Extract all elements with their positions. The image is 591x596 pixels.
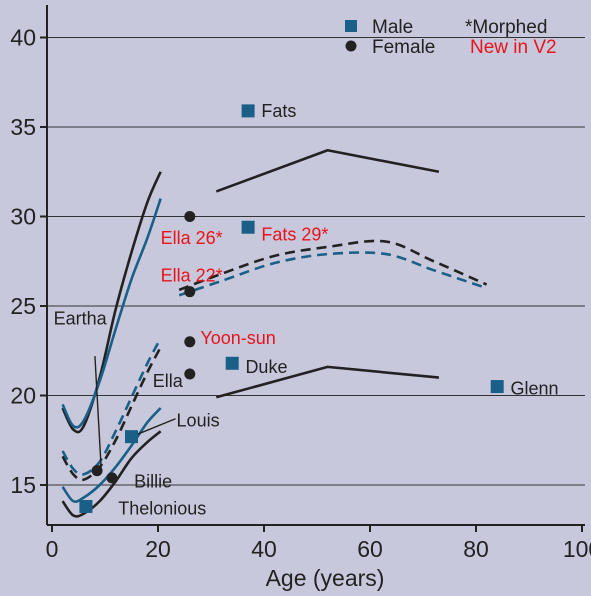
x-tick-label: 100 bbox=[563, 536, 591, 562]
x-tick-label: 20 bbox=[145, 536, 171, 562]
series-line-0 bbox=[61, 171, 162, 434]
y-tick-label: 20 bbox=[10, 383, 36, 409]
y-tick-label: 15 bbox=[10, 472, 36, 498]
series-line-7 bbox=[215, 365, 440, 399]
point-labels: Fats Fats 29* Ella 26* Ella 22* Yoon-sun Duke… bbox=[54, 101, 559, 518]
point-marker-male bbox=[225, 356, 239, 370]
point-label: Louis bbox=[177, 411, 220, 431]
series-line-3 bbox=[61, 337, 162, 476]
callout-lines bbox=[94, 356, 176, 471]
point-label: Billie bbox=[134, 471, 172, 491]
x-tick-label: 60 bbox=[357, 536, 383, 562]
point-marker-male bbox=[125, 430, 138, 444]
point-label: Glenn bbox=[510, 378, 558, 398]
point-marker-male bbox=[79, 499, 93, 513]
legend-marker-female bbox=[345, 40, 357, 52]
point-marker-female bbox=[184, 336, 196, 348]
series-line-6 bbox=[215, 148, 440, 193]
point-label: Eartha bbox=[54, 309, 108, 329]
point-label: Ella bbox=[153, 371, 184, 391]
legend-marker-male bbox=[345, 20, 357, 32]
point-label: Fats 29* bbox=[261, 224, 328, 244]
point-label: Yoon-sun bbox=[200, 328, 275, 348]
point-marker-female bbox=[106, 472, 118, 484]
point-marker-male bbox=[241, 104, 255, 118]
y-tick-label: 40 bbox=[10, 25, 36, 51]
series-line-9 bbox=[178, 251, 488, 297]
x-tick-label: 80 bbox=[463, 536, 489, 562]
legend-label-female: Female bbox=[372, 37, 435, 58]
point-label: Fats bbox=[261, 101, 296, 121]
x-axis-title: Age (years) bbox=[266, 565, 385, 591]
point-marker-female bbox=[184, 286, 196, 298]
data-points bbox=[79, 104, 504, 513]
series-line-5 bbox=[61, 430, 162, 518]
x-tick-label: 0 bbox=[46, 536, 59, 562]
point-marker-male bbox=[490, 380, 504, 394]
series-line-2 bbox=[61, 346, 162, 482]
point-marker-female bbox=[91, 465, 103, 477]
point-label: Ella 26* bbox=[161, 228, 223, 248]
y-tick-label: 30 bbox=[10, 204, 36, 230]
point-marker-female bbox=[184, 368, 196, 380]
x-tick-label: 40 bbox=[251, 536, 277, 562]
point-label: Thelonious bbox=[118, 498, 206, 518]
point-label: Ella 22* bbox=[161, 266, 223, 286]
y-tick-label: 35 bbox=[10, 114, 36, 140]
series-line-1 bbox=[61, 198, 162, 429]
legend-note-morphed: *Morphed bbox=[465, 17, 547, 38]
series-line-8 bbox=[178, 239, 488, 292]
point-marker-male bbox=[241, 220, 255, 234]
point-label: Duke bbox=[245, 357, 287, 377]
y-tick-label: 25 bbox=[10, 293, 36, 319]
axes: 15 20 25 30 35 40 0 20 40 60 80 100 bbox=[10, 5, 591, 562]
legend-label-male: Male bbox=[372, 17, 413, 38]
legend-note-new: New in V2 bbox=[470, 37, 557, 58]
callout-line-0 bbox=[94, 356, 102, 471]
callout-line-1 bbox=[131, 418, 176, 438]
point-marker-female bbox=[184, 211, 196, 222]
